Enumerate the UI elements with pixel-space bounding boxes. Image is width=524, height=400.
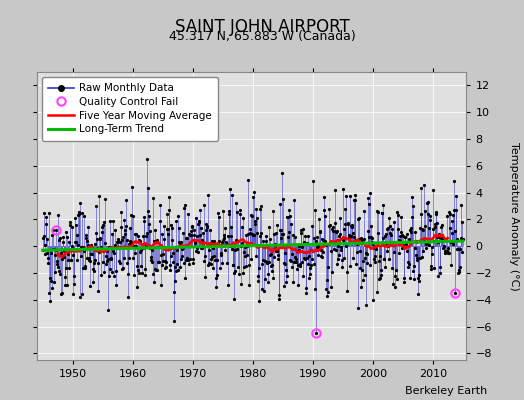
Y-axis label: Temperature Anomaly (°C): Temperature Anomaly (°C)	[509, 142, 519, 290]
Text: 45.317 N, 65.883 W (Canada): 45.317 N, 65.883 W (Canada)	[169, 30, 355, 43]
Legend: Raw Monthly Data, Quality Control Fail, Five Year Moving Average, Long-Term Tren: Raw Monthly Data, Quality Control Fail, …	[42, 77, 219, 141]
Text: SAINT JOHN AIRPORT: SAINT JOHN AIRPORT	[174, 18, 350, 36]
Text: Berkeley Earth: Berkeley Earth	[405, 386, 487, 396]
